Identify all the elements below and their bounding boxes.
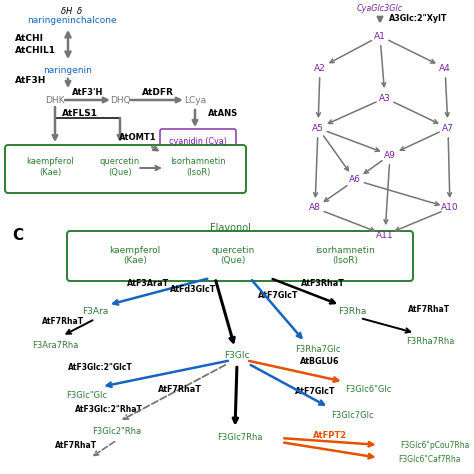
- Text: (Que): (Que): [220, 256, 246, 265]
- Text: AtCHI: AtCHI: [15, 34, 44, 43]
- Text: DHQ: DHQ: [109, 95, 130, 104]
- Text: F3Rha: F3Rha: [338, 308, 366, 317]
- Text: $\delta$H  $\delta$: $\delta$H $\delta$: [60, 4, 84, 16]
- Text: naringenin: naringenin: [44, 65, 92, 74]
- Text: F3Glc7Glc: F3Glc7Glc: [331, 411, 374, 420]
- Text: isorhamnetin: isorhamnetin: [315, 246, 375, 255]
- Text: cyanidin (Cya): cyanidin (Cya): [169, 137, 227, 146]
- Text: A6: A6: [349, 175, 361, 184]
- Text: AtF3Glc:2"RhaT: AtF3Glc:2"RhaT: [75, 405, 143, 414]
- Text: AtOMT1: AtOMT1: [119, 133, 157, 142]
- Text: (Kae): (Kae): [39, 168, 61, 177]
- FancyBboxPatch shape: [67, 231, 413, 281]
- Text: AtCHIL1: AtCHIL1: [15, 46, 56, 55]
- Text: F3Glc: F3Glc: [224, 350, 250, 359]
- Text: F3Glc7Rha: F3Glc7Rha: [217, 434, 263, 443]
- Text: A1: A1: [374, 31, 386, 40]
- Text: LCya: LCya: [184, 95, 206, 104]
- Text: AtF7GlcT: AtF7GlcT: [258, 292, 298, 301]
- Text: F3Rha7Glc: F3Rha7Glc: [295, 345, 341, 354]
- Text: A2: A2: [314, 64, 326, 73]
- Text: AtF3'H: AtF3'H: [73, 88, 104, 97]
- Text: AtF7RhaT: AtF7RhaT: [55, 440, 97, 449]
- Text: AtFd3GlcT: AtFd3GlcT: [170, 285, 216, 294]
- Text: A11: A11: [376, 230, 394, 239]
- Text: C: C: [12, 228, 23, 243]
- Text: F3Glc2"Rha: F3Glc2"Rha: [92, 428, 142, 437]
- Text: AtANS: AtANS: [208, 109, 238, 118]
- Text: quercetin: quercetin: [100, 157, 140, 166]
- Text: DHK: DHK: [45, 95, 65, 104]
- Text: (Que): (Que): [108, 168, 132, 177]
- FancyBboxPatch shape: [160, 129, 236, 155]
- Text: F3Rha7Rha: F3Rha7Rha: [406, 337, 454, 346]
- Text: kaempferol: kaempferol: [26, 157, 74, 166]
- Text: A3: A3: [379, 93, 391, 102]
- Text: CyaGlc3Glc: CyaGlc3Glc: [357, 3, 403, 12]
- Text: AtBGLU6: AtBGLU6: [300, 357, 340, 366]
- Text: AtF7RhaT: AtF7RhaT: [408, 306, 450, 315]
- Text: AtF3RhaT: AtF3RhaT: [301, 280, 345, 289]
- Text: F3Glc6"Caf7Rha: F3Glc6"Caf7Rha: [399, 456, 461, 465]
- Text: A4: A4: [439, 64, 451, 73]
- Text: AtDFR: AtDFR: [142, 88, 174, 97]
- Text: A5: A5: [312, 124, 324, 133]
- Text: AtF7RhaT: AtF7RhaT: [42, 318, 84, 327]
- Text: A7: A7: [442, 124, 454, 133]
- Text: AtF7RhaT: AtF7RhaT: [158, 385, 202, 394]
- Text: Flavonol: Flavonol: [210, 223, 250, 233]
- Text: (Kae): (Kae): [123, 256, 147, 265]
- Text: AtF3Glc:2"GlcT: AtF3Glc:2"GlcT: [68, 363, 132, 372]
- Text: (IsoR): (IsoR): [186, 168, 210, 177]
- Text: A3Glc:2"XylT: A3Glc:2"XylT: [389, 13, 447, 22]
- Text: AtFLS1: AtFLS1: [62, 109, 98, 118]
- Text: AtF3H: AtF3H: [15, 75, 46, 84]
- Text: AtF7GlcT: AtF7GlcT: [295, 388, 335, 396]
- Text: quercetin: quercetin: [211, 246, 255, 255]
- Text: AtFPT2: AtFPT2: [313, 430, 347, 439]
- Text: F3Ara: F3Ara: [82, 308, 108, 317]
- FancyBboxPatch shape: [5, 145, 246, 193]
- Text: Isorhamnetin: Isorhamnetin: [170, 157, 226, 166]
- Text: naringeninchalcone: naringeninchalcone: [27, 16, 117, 25]
- Text: kaempferol: kaempferol: [109, 246, 161, 255]
- Text: F3Glc"Glc: F3Glc"Glc: [66, 392, 108, 401]
- Text: A10: A10: [441, 203, 459, 212]
- Text: AtF3AraT: AtF3AraT: [127, 280, 169, 289]
- Text: F3Glc6"Glc: F3Glc6"Glc: [345, 385, 391, 394]
- Text: F3Glc6"pCou7Rha: F3Glc6"pCou7Rha: [401, 440, 470, 449]
- Text: F3Ara7Rha: F3Ara7Rha: [32, 340, 78, 349]
- Text: A9: A9: [384, 151, 396, 159]
- Text: (IsoR): (IsoR): [332, 256, 358, 265]
- Text: A8: A8: [309, 203, 321, 212]
